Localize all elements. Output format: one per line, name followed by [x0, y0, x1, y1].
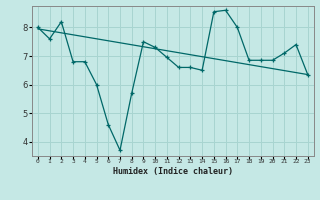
X-axis label: Humidex (Indice chaleur): Humidex (Indice chaleur)	[113, 167, 233, 176]
